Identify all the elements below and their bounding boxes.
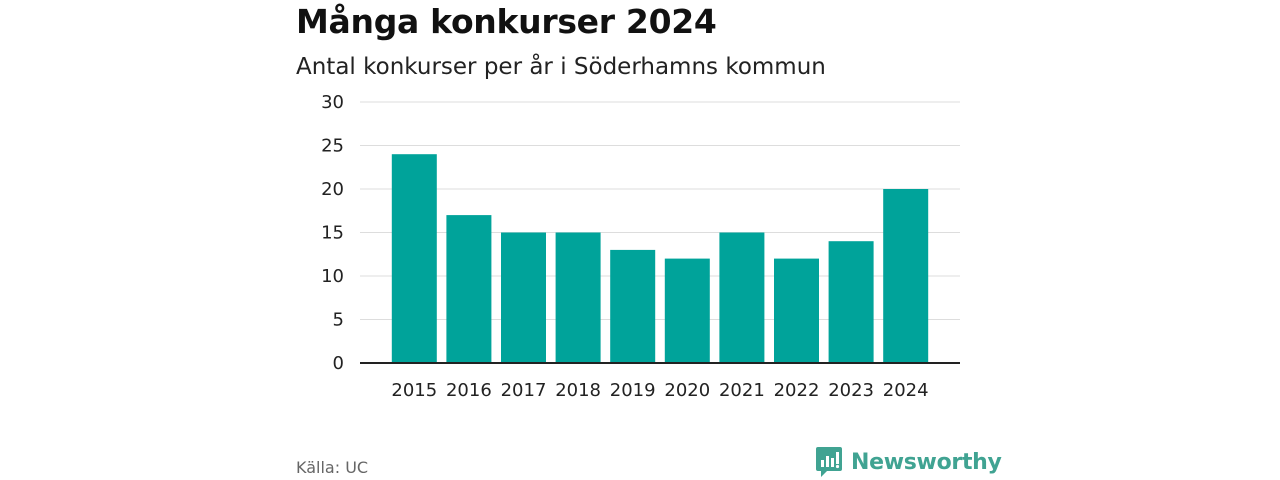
x-tick-label-2018: 2018 xyxy=(555,380,601,401)
bar-2019 xyxy=(610,249,656,363)
bar-2016 xyxy=(446,215,492,363)
bar-2015 xyxy=(391,154,437,363)
bar-2018 xyxy=(555,232,601,363)
y-tick-label: 10 xyxy=(321,266,344,287)
x-axis-ticks: 2015 2016 2017 2018 2019 2020 2021 2022 2023 2024 xyxy=(391,380,928,401)
bar-2023 xyxy=(828,241,874,363)
y-tick-label: 15 xyxy=(321,223,344,244)
y-tick-label: 30 xyxy=(321,92,344,113)
bar-2017 xyxy=(501,232,546,363)
x-tick-label-2019: 2019 xyxy=(610,380,656,401)
y-tick-label: 0 xyxy=(333,353,344,374)
bar-2022 xyxy=(774,258,819,363)
bars xyxy=(391,154,929,363)
x-tick-label-2023: 2023 xyxy=(828,380,874,401)
y-tick-label: 5 xyxy=(333,310,344,331)
bar-2020 xyxy=(664,258,710,363)
x-tick-label-2021: 2021 xyxy=(719,380,765,401)
x-tick-label-2020: 2020 xyxy=(664,380,710,401)
x-tick-label-2022: 2022 xyxy=(774,380,820,401)
y-tick-label: 25 xyxy=(321,136,344,157)
bar-2021 xyxy=(719,232,765,363)
x-tick-label-2015: 2015 xyxy=(391,380,437,401)
chart-subtitle: Antal konkurser per år i Söderhamns komm… xyxy=(296,54,826,80)
y-axis-ticks: 0 5 10 15 20 25 30 xyxy=(321,92,344,374)
bar-2024 xyxy=(883,189,929,363)
newsworthy-logo-icon xyxy=(816,447,842,477)
x-tick-label-2016: 2016 xyxy=(446,380,492,401)
brand-logo[interactable]: Newsworthy xyxy=(815,446,1002,478)
y-tick-label: 20 xyxy=(321,179,344,200)
x-tick-label-2024: 2024 xyxy=(883,380,929,401)
chart-title: Många konkurser 2024 xyxy=(296,2,717,41)
brand-name: Newsworthy xyxy=(851,449,1002,475)
source-note: Källa: UC xyxy=(296,458,369,477)
x-tick-label-2017: 2017 xyxy=(501,380,547,401)
